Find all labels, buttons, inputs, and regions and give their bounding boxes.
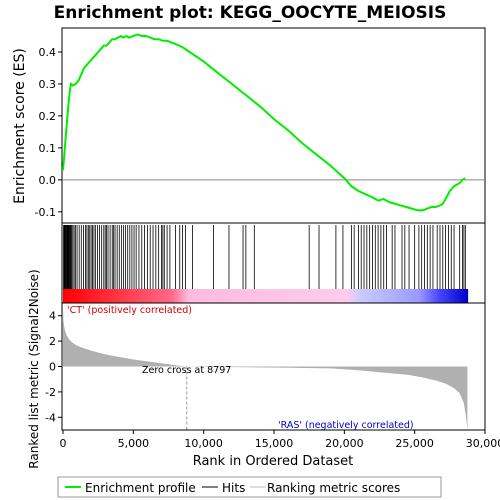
metric-y-tick-label: 2 [49, 335, 56, 348]
x-tick-label: 5,000 [118, 437, 150, 450]
metric-y-axis: -4 -2 0 2 4 [45, 310, 62, 424]
x-axis: 0 5,000 10,000 15,000 20,000 25,000 30,000 [60, 430, 500, 450]
legend-profile-label: Enrichment profile [85, 481, 196, 495]
metric-y-tick-label: -4 [45, 411, 56, 424]
es-y-tick-label: 0.2 [39, 110, 57, 123]
x-axis-label: Rank in Ordered Dataset [193, 454, 354, 469]
chart-title: Enrichment plot: KEGG_OOCYTE_MEIOSIS [54, 3, 447, 23]
negative-correlation-label: 'RAS' (negatively correlated) [278, 420, 414, 431]
positive-correlation-label: 'CT' (positively correlated) [67, 305, 192, 316]
es-y-axis-label: Enrichment score (ES) [12, 48, 28, 204]
es-panel-frame [61, 27, 486, 224]
es-y-tick-label: 0.1 [39, 142, 57, 155]
es-y-tick-label: 0.3 [39, 78, 57, 91]
zero-cross-label: Zero cross at 8797 [142, 365, 231, 376]
x-tick-label: 0 [60, 437, 67, 450]
x-tick-label: 20,000 [325, 437, 364, 450]
metric-y-tick-label: 0 [49, 361, 56, 374]
es-y-tick-label: 0.4 [39, 46, 57, 59]
hit-markers [63, 225, 466, 289]
es-y-tick-label: 0.0 [39, 174, 57, 187]
legend: Enrichment profile Hits Ranking metric s… [57, 476, 442, 498]
metric-y-tick-label: 4 [49, 310, 56, 323]
legend-hits-label: Hits [222, 481, 245, 495]
x-tick-label: 30,000 [466, 437, 500, 450]
enrichment-profile-line [62, 33, 466, 212]
x-tick-label: 15,000 [255, 437, 294, 450]
metric-y-axis-label: Ranked list metric (Signal2Noise) [27, 269, 41, 468]
ranking-metric-area [63, 305, 468, 430]
es-y-tick-label: -0.1 [35, 206, 56, 219]
legend-metric-label: Ranking metric scores [267, 481, 400, 495]
x-tick-label: 25,000 [395, 437, 434, 450]
x-tick-label: 10,000 [184, 437, 223, 450]
ranked-list-color-bar [63, 289, 469, 303]
legend-frame [57, 476, 442, 498]
es-y-axis: -0.1 0.0 0.1 0.2 0.3 0.4 [35, 46, 62, 219]
metric-y-tick-label: -2 [45, 386, 56, 399]
